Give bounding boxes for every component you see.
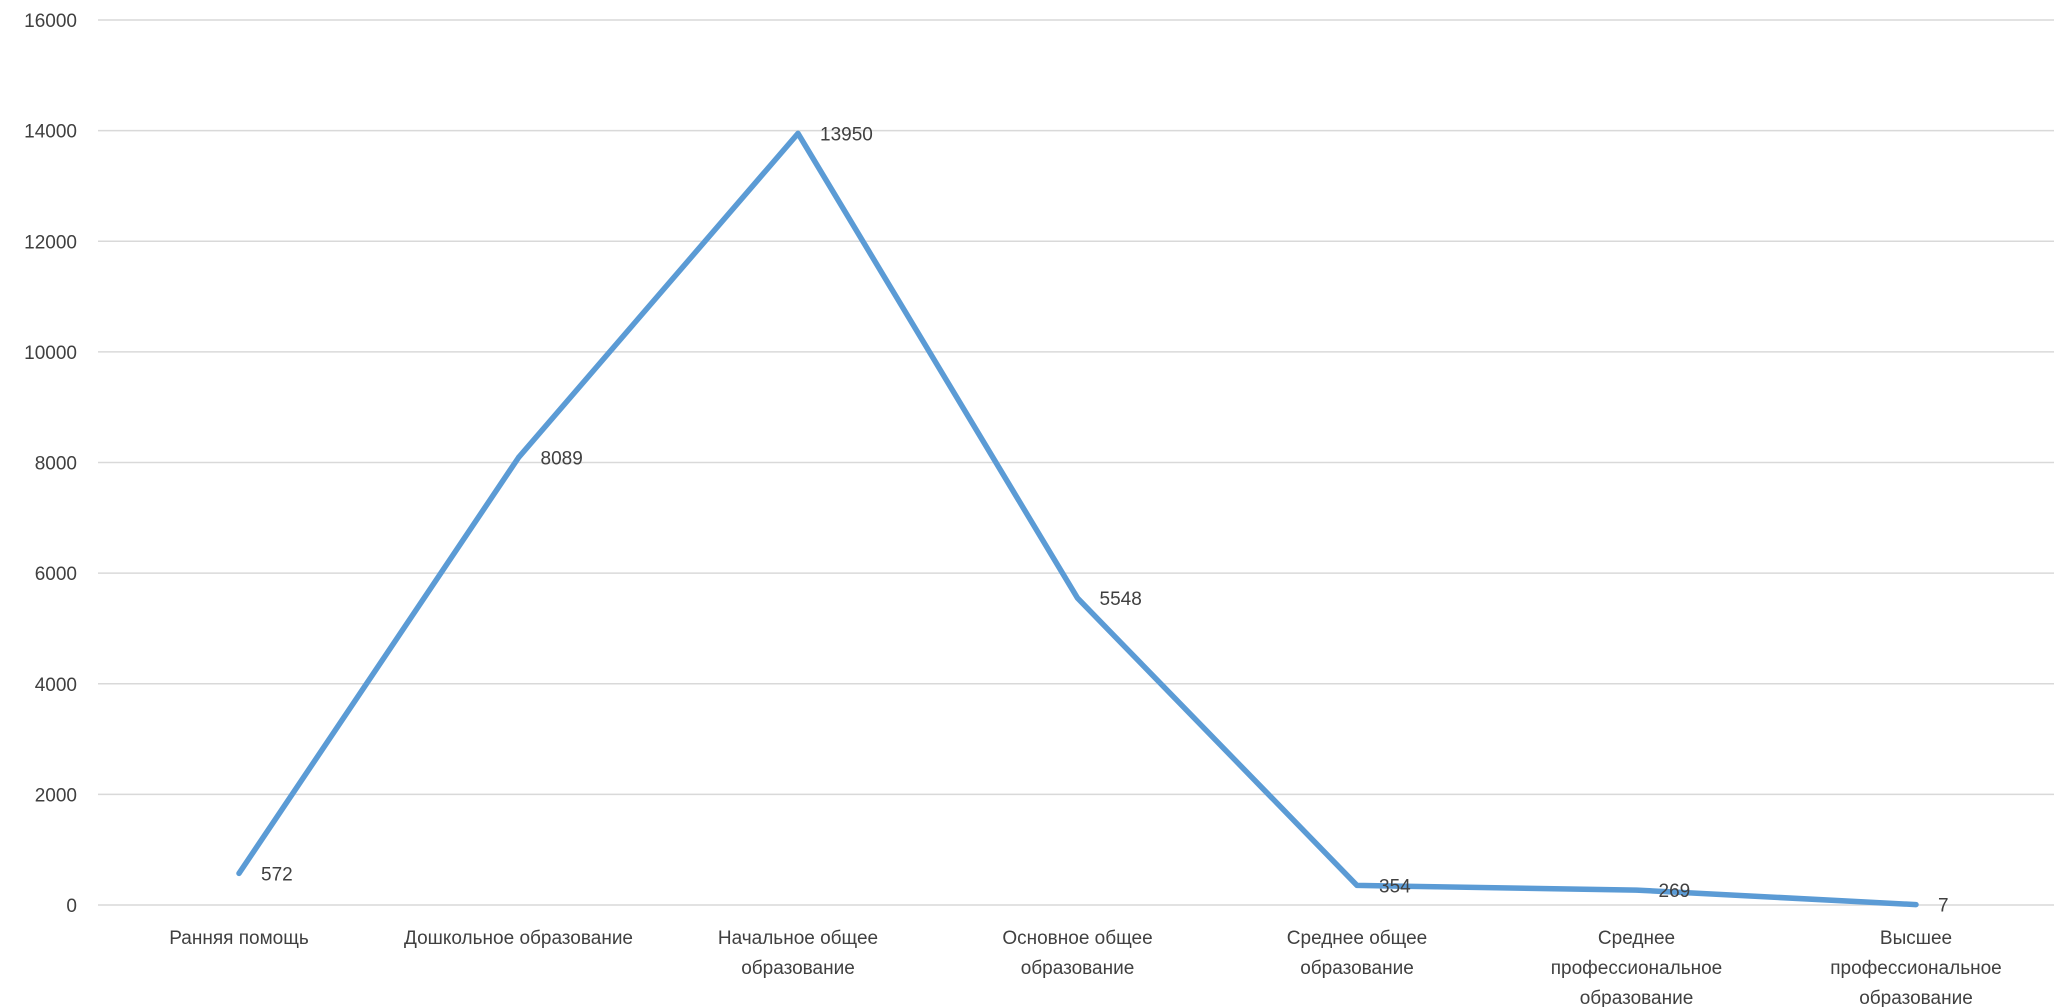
y-axis-ticks: 0 2000 4000 6000 8000 10000 12000 14000 16000 xyxy=(24,11,77,917)
data-label: 269 xyxy=(1659,881,1691,902)
x-tick-label-line: образование xyxy=(741,958,855,979)
x-tick-label: Ранняя помощь xyxy=(169,928,309,949)
x-tick-label-line: профессиональное xyxy=(1830,958,2001,979)
data-point xyxy=(236,870,242,876)
y-tick-label: 0 xyxy=(66,896,77,917)
data-label: 354 xyxy=(1379,876,1411,897)
x-tick-label-line: Среднее общее xyxy=(1287,928,1427,949)
data-label: 5548 xyxy=(1100,589,1142,610)
y-tick-label: 12000 xyxy=(24,232,77,253)
y-tick-label: 4000 xyxy=(35,675,77,696)
data-label: 7 xyxy=(1938,896,1949,917)
x-tick-label-line: образование xyxy=(1300,958,1414,979)
x-tick-label: Начальное общее образование xyxy=(718,928,878,979)
x-tick-label-line: Начальное общее xyxy=(718,928,878,949)
x-tick-label-line: образование xyxy=(1859,988,1973,1007)
data-point xyxy=(516,455,521,461)
x-tick-label-line: Основное общее xyxy=(1002,928,1152,949)
x-tick-label-line: профессиональное xyxy=(1551,958,1722,979)
x-tick-label: Среднее общее образование xyxy=(1287,928,1427,979)
x-tick-label-line: Высшее xyxy=(1880,928,1952,949)
data-labels: 572 8089 13950 5548 354 269 7 xyxy=(261,124,1949,916)
x-tick-label: Дошкольное образование xyxy=(404,928,633,949)
x-tick-label-line: Среднее xyxy=(1598,928,1675,949)
x-tick-label: Основное общее образование xyxy=(1002,928,1152,979)
x-tick-label-line: Дошкольное образование xyxy=(404,928,633,949)
y-tick-label: 16000 xyxy=(24,11,77,32)
gridlines xyxy=(98,19,2054,906)
data-point xyxy=(1075,595,1080,601)
data-label: 13950 xyxy=(820,124,873,145)
data-label: 572 xyxy=(261,864,293,885)
x-tick-label-line: образование xyxy=(1021,958,1135,979)
y-tick-label: 6000 xyxy=(35,564,77,585)
x-tick-label: Среднее профессиональное образование xyxy=(1551,928,1722,1007)
x-tick-label-line: образование xyxy=(1580,988,1694,1007)
data-point xyxy=(1354,882,1360,888)
x-tick-label: Высшее профессиональное образование xyxy=(1830,928,2001,1007)
data-point xyxy=(795,130,801,136)
y-tick-label: 2000 xyxy=(35,785,77,806)
data-point xyxy=(1913,902,1919,908)
x-axis-ticks: Ранняя помощь Дошкольное образование Начал… xyxy=(169,928,2001,1007)
data-point xyxy=(1634,887,1639,893)
series-line xyxy=(236,130,1919,908)
series-layer xyxy=(236,130,1919,908)
y-tick-label: 14000 xyxy=(24,122,77,143)
x-tick-label-line: Ранняя помощь xyxy=(169,928,309,949)
y-tick-label: 10000 xyxy=(24,343,77,364)
data-label: 8089 xyxy=(541,449,583,470)
y-tick-label: 8000 xyxy=(35,454,77,475)
